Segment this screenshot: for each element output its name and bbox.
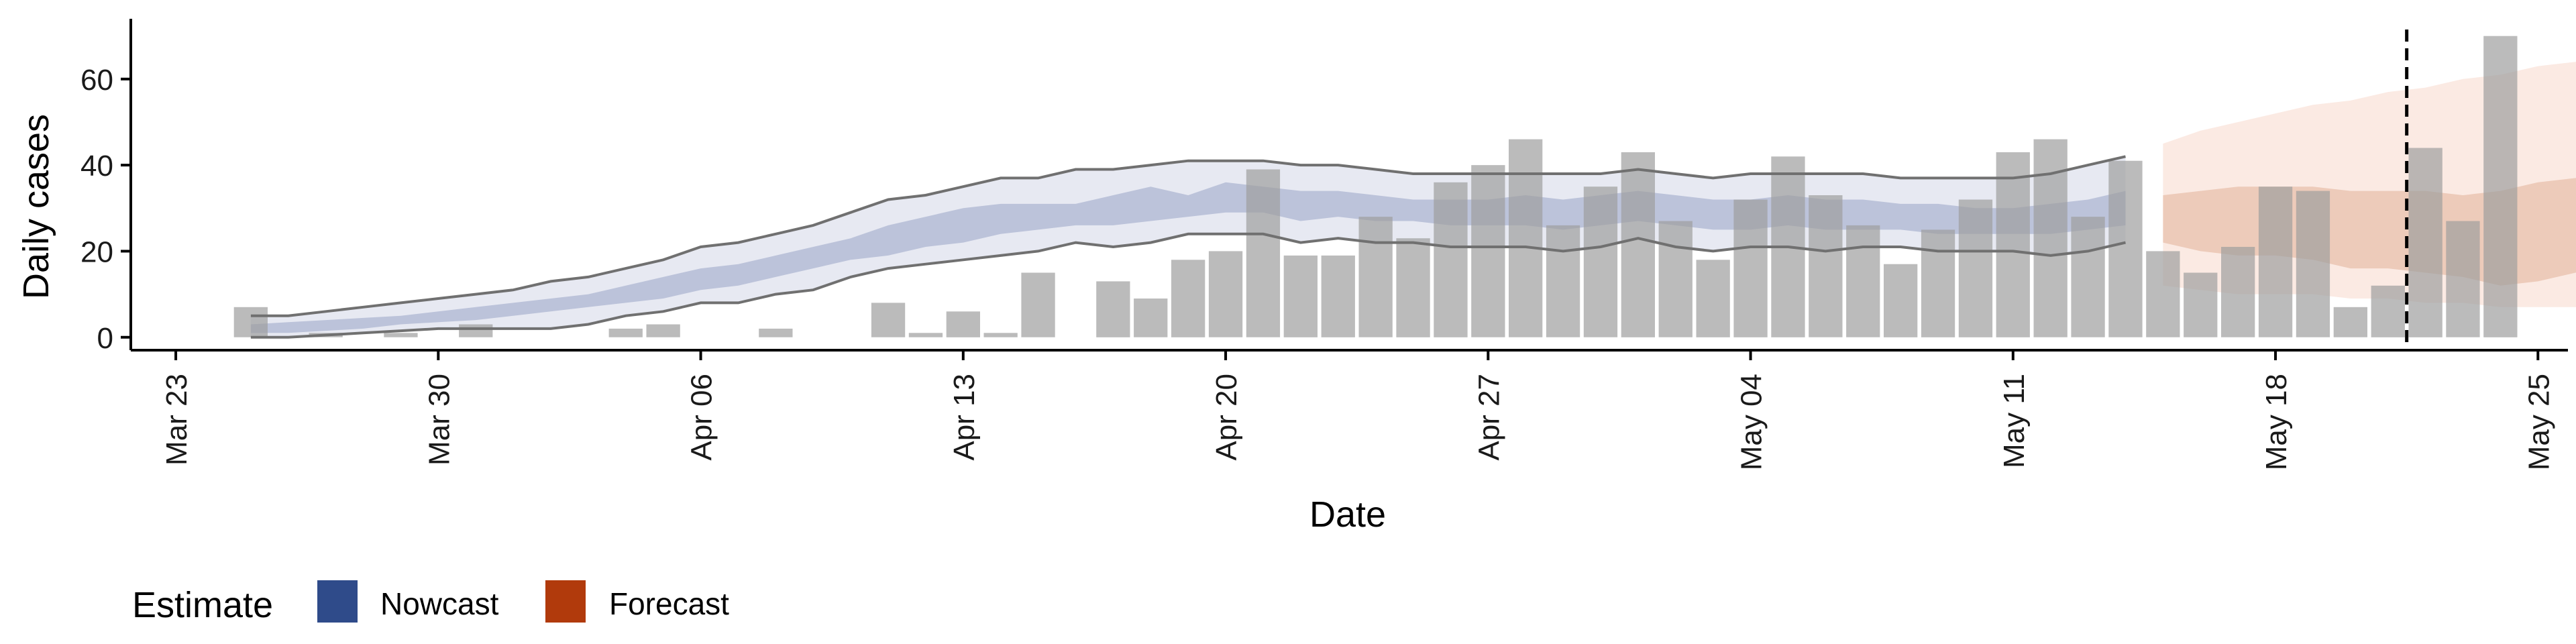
- y-tick-label: 60: [80, 64, 113, 97]
- bar: [1846, 225, 1880, 337]
- bar: [2221, 247, 2255, 337]
- nowcast-lower-line: [250, 232, 2126, 339]
- bar: [1096, 281, 1130, 337]
- bar: [1583, 186, 1618, 337]
- y-tick-label: 40: [80, 150, 113, 182]
- bar: [983, 333, 1018, 337]
- bar: [459, 324, 493, 337]
- bar: [1134, 299, 1168, 337]
- axes: 0 20 40 60 Mar 23 Mar 30 Apr 06 Apr 13 Apr 20 Apr…: [80, 19, 2568, 470]
- bar: [1283, 255, 1318, 337]
- x-tick-label: Mar 30: [423, 374, 455, 466]
- bar: [1171, 260, 1205, 337]
- bar: [1921, 229, 1955, 337]
- bar: [2184, 272, 2218, 337]
- bar: [759, 328, 793, 337]
- bar: [1208, 251, 1243, 337]
- plot-area: [233, 30, 2576, 350]
- x-tick-label: Apr 13: [948, 374, 981, 461]
- x-tick-label: Mar 23: [160, 374, 193, 466]
- bar: [2296, 191, 2330, 337]
- bar: [1996, 152, 2030, 337]
- bar: [2071, 217, 2105, 337]
- bar: [1621, 152, 1655, 337]
- x-tick-label: Apr 20: [1210, 374, 1243, 461]
- legend-label-nowcast: Nowcast: [380, 586, 499, 621]
- bar: [384, 333, 418, 337]
- bar: [1434, 182, 1468, 337]
- bar: [871, 303, 906, 337]
- x-tick-label: May 18: [2260, 374, 2293, 470]
- bar: [2146, 251, 2180, 337]
- bar: [2333, 307, 2367, 337]
- y-axis-title: Daily cases: [16, 114, 56, 299]
- bar: [1358, 217, 1393, 337]
- x-tick-label: Apr 06: [686, 374, 718, 461]
- nowcast-upper-line: [250, 155, 2126, 317]
- legend-label-forecast: Forecast: [609, 586, 729, 621]
- bar: [1546, 225, 1580, 337]
- nowcast-band-50: [250, 182, 2126, 333]
- bar: [2483, 36, 2518, 337]
- bar: [646, 324, 680, 337]
- x-tick-label: Apr 27: [1472, 374, 1505, 461]
- bar: [1658, 221, 1693, 337]
- bar: [2033, 139, 2068, 337]
- bar: [1396, 238, 1430, 337]
- bar: [2446, 221, 2480, 337]
- bar: [1246, 169, 1281, 337]
- legend-swatch-nowcast: [317, 580, 358, 623]
- legend-title: Estimate: [132, 585, 273, 625]
- bar: [1471, 165, 1505, 337]
- bar: [1509, 139, 1543, 337]
- bar: [1958, 199, 1993, 337]
- legend: Estimate Nowcast Forecast: [132, 580, 729, 625]
- x-tick-label: May 25: [2522, 374, 2555, 470]
- x-tick-label: May 04: [1735, 374, 1768, 470]
- bar: [1321, 255, 1355, 337]
- bar: [2258, 186, 2293, 337]
- bar: [1021, 272, 1055, 337]
- legend-swatch-forecast: [545, 580, 586, 623]
- bar: [1884, 264, 1918, 337]
- bar: [946, 311, 980, 337]
- bar: [608, 328, 643, 337]
- bar: [1809, 195, 1843, 337]
- y-tick-label: 0: [97, 322, 113, 355]
- y-tick-label: 20: [80, 235, 113, 268]
- bar: [2371, 285, 2405, 337]
- bar: [908, 333, 943, 337]
- bar: [1696, 260, 1730, 337]
- x-tick-label: May 11: [1998, 374, 2031, 468]
- x-axis-title: Date: [1309, 494, 1386, 535]
- bar: [233, 307, 268, 337]
- bar: [1733, 199, 1768, 337]
- bar: [2408, 148, 2443, 337]
- bar: [2108, 160, 2143, 337]
